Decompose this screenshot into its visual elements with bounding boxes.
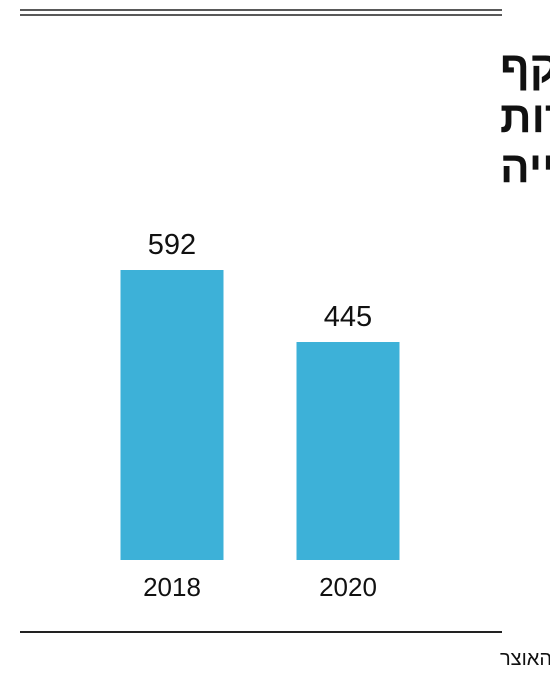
chart-title: התכנון והבנייה — [500, 143, 550, 192]
value-label: 445 — [324, 301, 372, 333]
bar — [296, 342, 400, 560]
chart-title: ירידה של 25% בהיקף — [500, 43, 550, 92]
x-tick-label: 2020 — [319, 572, 377, 602]
bar — [120, 270, 224, 560]
chart-title: המשרות בוועדות — [500, 93, 550, 142]
x-tick-label: 2018 — [143, 572, 201, 602]
value-label: 592 — [148, 229, 196, 261]
source-note: מקור: דוח הממונה על השכר במשרד האוצר — [500, 648, 550, 670]
